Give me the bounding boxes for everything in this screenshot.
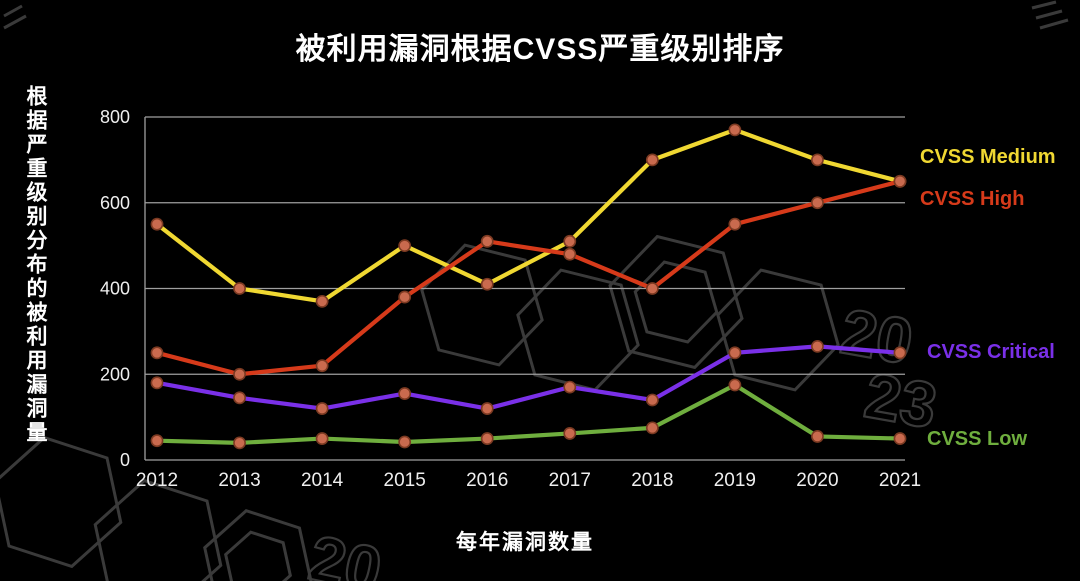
- series-line-cvss-critical: [154, 344, 903, 411]
- data-point: [893, 432, 907, 445]
- series-label-cvss-low: CVSS Low: [927, 428, 1028, 450]
- data-point: [480, 277, 494, 291]
- x-tick-label: 2021: [879, 470, 921, 491]
- data-point: [315, 359, 329, 373]
- data-point: [315, 402, 329, 415]
- y-tick-label: 0: [120, 450, 130, 470]
- data-point: [233, 436, 246, 450]
- data-point: [150, 434, 164, 448]
- data-point: [233, 367, 246, 381]
- data-point: [233, 282, 246, 295]
- data-point: [398, 239, 412, 253]
- data-point: [480, 402, 494, 415]
- data-point: [150, 217, 164, 231]
- data-point: [811, 196, 824, 210]
- y-tick-label: 400: [100, 279, 130, 299]
- data-point: [480, 234, 494, 248]
- y-axis-label: 根据严重级别分布的被利用漏洞量: [24, 85, 47, 445]
- data-point: [728, 217, 742, 231]
- data-point: [563, 380, 577, 394]
- x-tick-label: 2015: [384, 470, 426, 491]
- data-point: [315, 432, 329, 445]
- x-tick-label: 2018: [631, 470, 673, 491]
- y-tick-label: 600: [100, 193, 130, 213]
- data-point: [893, 346, 907, 360]
- data-point: [233, 391, 246, 405]
- data-point: [728, 346, 742, 360]
- series-line-cvss-low: [154, 382, 903, 445]
- data-point: [811, 153, 824, 167]
- watermark-year-top: 20: [836, 295, 919, 378]
- data-point: [811, 339, 824, 353]
- x-tick-label: 2013: [218, 470, 260, 491]
- data-point: [811, 430, 824, 443]
- watermark-year-bottom: 23: [860, 359, 943, 442]
- data-point: [398, 435, 412, 449]
- data-point: [645, 282, 659, 295]
- series-label-cvss-critical: CVSS Critical: [927, 341, 1055, 363]
- data-point: [480, 432, 494, 445]
- y-tick-label: 800: [100, 107, 130, 127]
- data-point: [150, 346, 164, 360]
- x-tick-label: 2017: [549, 470, 591, 491]
- y-tick-label: 200: [100, 364, 130, 384]
- data-point: [645, 153, 659, 167]
- data-point: [893, 174, 907, 188]
- chart-title: 被利用漏洞根据CVSS严重级别排序: [295, 33, 785, 66]
- data-point: [398, 387, 412, 400]
- data-point: [728, 123, 742, 137]
- data-point: [150, 376, 164, 390]
- series-line-cvss-high: [154, 179, 903, 377]
- series-label-cvss-high: CVSS High: [920, 188, 1025, 210]
- data-point: [563, 247, 577, 261]
- data-point: [645, 421, 659, 435]
- data-point: [563, 427, 577, 440]
- x-tick-label: 2020: [796, 470, 838, 491]
- series-line-cvss-medium: [154, 127, 903, 304]
- x-axis-label: 每年漏洞数量: [456, 531, 594, 554]
- x-tick-label: 2016: [466, 470, 508, 491]
- x-tick-label: 2014: [301, 470, 344, 491]
- x-tick-label: 2019: [714, 470, 756, 491]
- series-label-cvss-medium: CVSS Medium: [920, 146, 1056, 168]
- data-point: [563, 234, 577, 248]
- data-point: [728, 378, 742, 392]
- data-point: [315, 294, 329, 308]
- x-tick-label: 2012: [136, 470, 178, 491]
- data-point: [645, 393, 659, 407]
- data-point: [398, 290, 412, 304]
